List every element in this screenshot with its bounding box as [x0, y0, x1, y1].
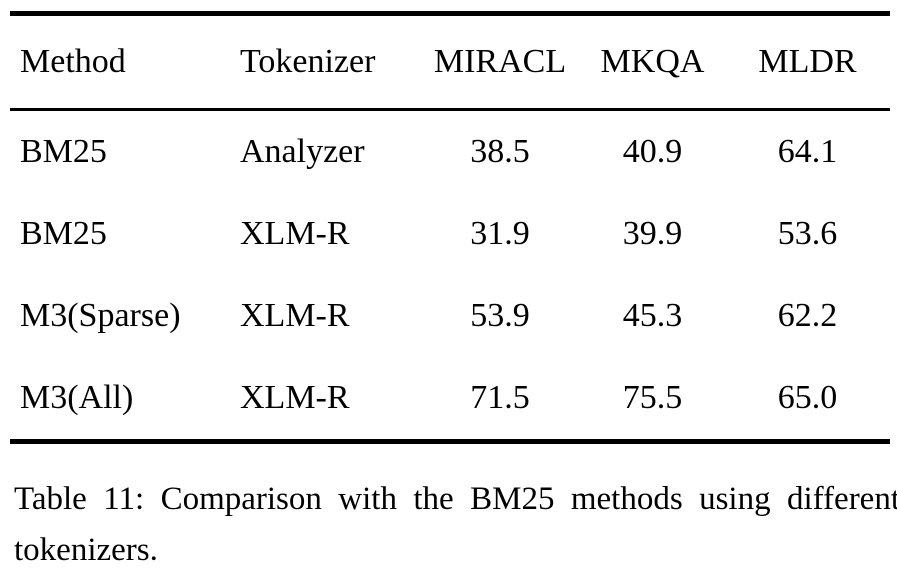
header-row: Method Tokenizer MIRACL MKQA MLDR: [10, 14, 890, 110]
cell-method: BM25: [20, 133, 107, 170]
column-header-method: Method: [20, 43, 126, 80]
cell-tokenizer: Analyzer: [240, 133, 365, 170]
table-row: BM25 Analyzer 38.5 40.9 64.1: [10, 110, 890, 194]
cell-method: M3(All): [20, 379, 134, 416]
column-header-mkqa: MKQA: [600, 43, 705, 80]
cell-tokenizer: XLM-R: [240, 215, 350, 252]
cell-miracl: 71.5: [470, 379, 530, 416]
table-row: M3(Sparse) XLM-R 53.9 45.3 62.2: [10, 275, 890, 357]
cell-mkqa: 39.9: [622, 215, 683, 252]
cell-mldr: 64.1: [777, 133, 838, 170]
cell-mkqa: 75.5: [622, 379, 683, 416]
cell-tokenizer: XLM-R: [240, 297, 350, 334]
cell-miracl: 53.9: [470, 297, 530, 334]
table-caption: Table 11: Comparison with the BM25 metho…: [14, 481, 897, 569]
cell-miracl: 38.5: [470, 133, 530, 170]
cell-tokenizer: XLM-R: [240, 379, 350, 416]
column-header-miracl: MIRACL: [433, 43, 567, 80]
cell-method: BM25: [20, 215, 107, 252]
column-header-mldr: MLDR: [758, 43, 857, 80]
cell-mkqa: 40.9: [622, 133, 683, 170]
cell-method: M3(Sparse): [20, 297, 181, 334]
table-row: M3(All) XLM-R 71.5 75.5 65.0: [10, 357, 890, 442]
cell-mldr: 65.0: [777, 379, 838, 416]
cell-mkqa: 45.3: [622, 297, 683, 334]
cell-mldr: 62.2: [777, 297, 838, 334]
column-header-tokenizer: Tokenizer: [240, 43, 376, 80]
table-row: BM25 XLM-R 31.9 39.9 53.6: [10, 193, 890, 275]
cell-miracl: 31.9: [470, 215, 530, 252]
cell-mldr: 53.6: [777, 215, 838, 252]
results-table: Method Tokenizer MIRACL MKQA MLDR BM25 A…: [10, 11, 890, 444]
